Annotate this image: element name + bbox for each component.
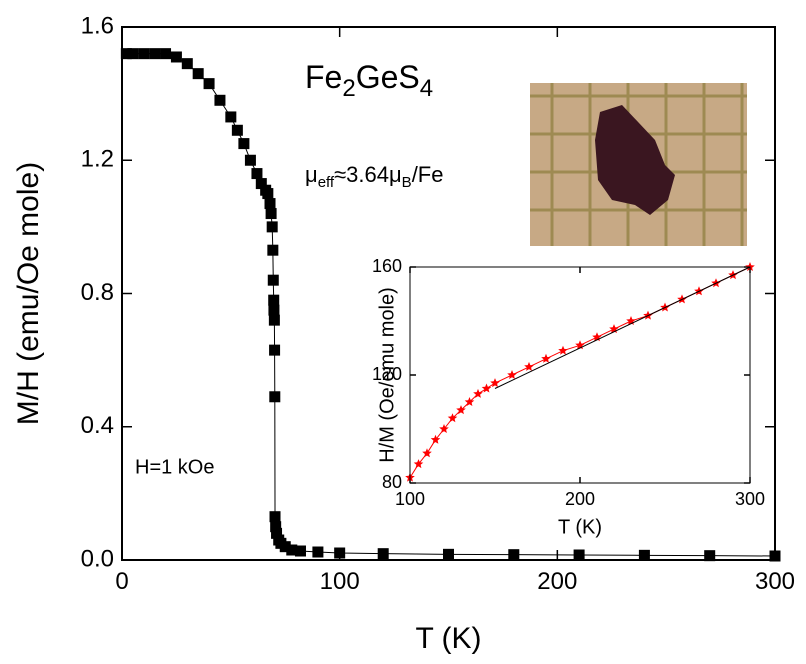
data-point xyxy=(270,521,282,533)
formula-part: Fe xyxy=(305,59,342,95)
inset-background xyxy=(410,267,750,483)
data-point xyxy=(609,324,619,334)
data-point xyxy=(464,397,475,406)
data-point xyxy=(268,294,280,306)
y-tick-label: 80 xyxy=(382,472,402,492)
y-axis-label: M/H (emu/Oe mole) xyxy=(12,162,45,425)
data-point xyxy=(214,94,226,106)
data-point xyxy=(181,58,193,70)
data-point xyxy=(264,198,276,210)
y-tick-label: 0.8 xyxy=(81,279,114,306)
data-point xyxy=(203,78,215,90)
formula-part: 2 xyxy=(342,75,355,102)
data-point xyxy=(266,221,278,233)
moment-part: μ xyxy=(305,162,318,187)
annotation: H=1 kOe xyxy=(135,456,214,478)
data-point xyxy=(170,51,182,63)
data-point xyxy=(262,188,274,200)
data-point xyxy=(267,244,279,256)
plot-frame xyxy=(409,266,751,484)
data-point xyxy=(507,370,517,379)
data-point xyxy=(312,546,324,558)
x-axis-label: T (K) xyxy=(558,516,602,538)
data-point xyxy=(443,548,454,560)
data-point xyxy=(524,361,534,371)
data-point xyxy=(267,274,279,286)
data-point xyxy=(508,549,520,561)
data-point xyxy=(294,545,306,557)
data-point xyxy=(377,548,389,560)
data-point xyxy=(268,314,280,326)
data-point xyxy=(490,378,500,388)
data-point xyxy=(279,541,291,553)
data-line xyxy=(494,266,751,389)
data-point xyxy=(160,48,172,60)
data-point xyxy=(269,511,281,523)
x-tick-label: 0 xyxy=(115,568,128,595)
y-tick-label: 0.0 xyxy=(81,545,114,572)
data-point xyxy=(481,383,492,393)
data-point xyxy=(269,344,281,356)
x-axis-label: T (K) xyxy=(415,622,481,655)
moment-part: B xyxy=(402,174,412,191)
data-point xyxy=(127,48,139,60)
y-tick-label: 0.4 xyxy=(81,412,114,439)
y-tick-label: 120 xyxy=(372,364,402,384)
x-tick-label: 100 xyxy=(395,489,425,509)
formula-part: 4 xyxy=(420,75,433,102)
data-point xyxy=(192,68,204,80)
data-point xyxy=(575,340,585,350)
data-point xyxy=(626,316,636,325)
crystal xyxy=(595,105,675,215)
plot-frame xyxy=(121,26,776,561)
data-point xyxy=(592,332,602,342)
data-point xyxy=(244,154,256,166)
data-point xyxy=(238,138,250,150)
formula-part: GeS xyxy=(356,59,420,95)
data-point xyxy=(541,353,551,363)
data-point xyxy=(422,448,432,458)
data-point xyxy=(269,391,281,403)
data-point xyxy=(265,208,277,220)
x-tick-label: 200 xyxy=(537,568,577,595)
y-tick-label: 160 xyxy=(372,256,402,276)
moment-part: ≈3.64μ xyxy=(334,162,402,187)
x-tick-label: 100 xyxy=(320,568,360,595)
data-point xyxy=(138,48,150,60)
y-axis-label: H/M (Oe/emu mole) xyxy=(376,287,398,463)
formula: Fe2GeS4 xyxy=(305,59,433,102)
data-point xyxy=(120,48,132,60)
data-point xyxy=(271,527,283,539)
data-point xyxy=(704,550,716,562)
x-tick-label: 300 xyxy=(735,489,765,509)
data-point xyxy=(456,405,466,415)
data-point xyxy=(413,459,424,469)
data-point xyxy=(473,388,483,398)
data-point xyxy=(447,413,458,423)
photo xyxy=(530,83,747,246)
moment: μeff≈3.64μB/Fe xyxy=(305,162,443,191)
data-point xyxy=(251,168,263,180)
data-point xyxy=(430,434,441,444)
data-point xyxy=(231,124,243,136)
x-tick-label: 300 xyxy=(755,568,795,595)
y-tick-label: 1.2 xyxy=(81,146,114,173)
data-point xyxy=(334,547,346,559)
data-point xyxy=(573,549,585,561)
moment-part: /Fe xyxy=(412,162,444,187)
data-point xyxy=(286,544,298,556)
data-point xyxy=(225,111,237,123)
moment-part: eff xyxy=(318,174,335,191)
data-point xyxy=(268,304,280,316)
y-tick-label: 1.6 xyxy=(81,12,114,39)
data-point xyxy=(558,345,568,355)
data-point xyxy=(439,424,449,433)
x-tick-label: 200 xyxy=(565,489,595,509)
data-point xyxy=(255,178,267,190)
data-point xyxy=(638,549,650,561)
data-point xyxy=(149,48,161,60)
